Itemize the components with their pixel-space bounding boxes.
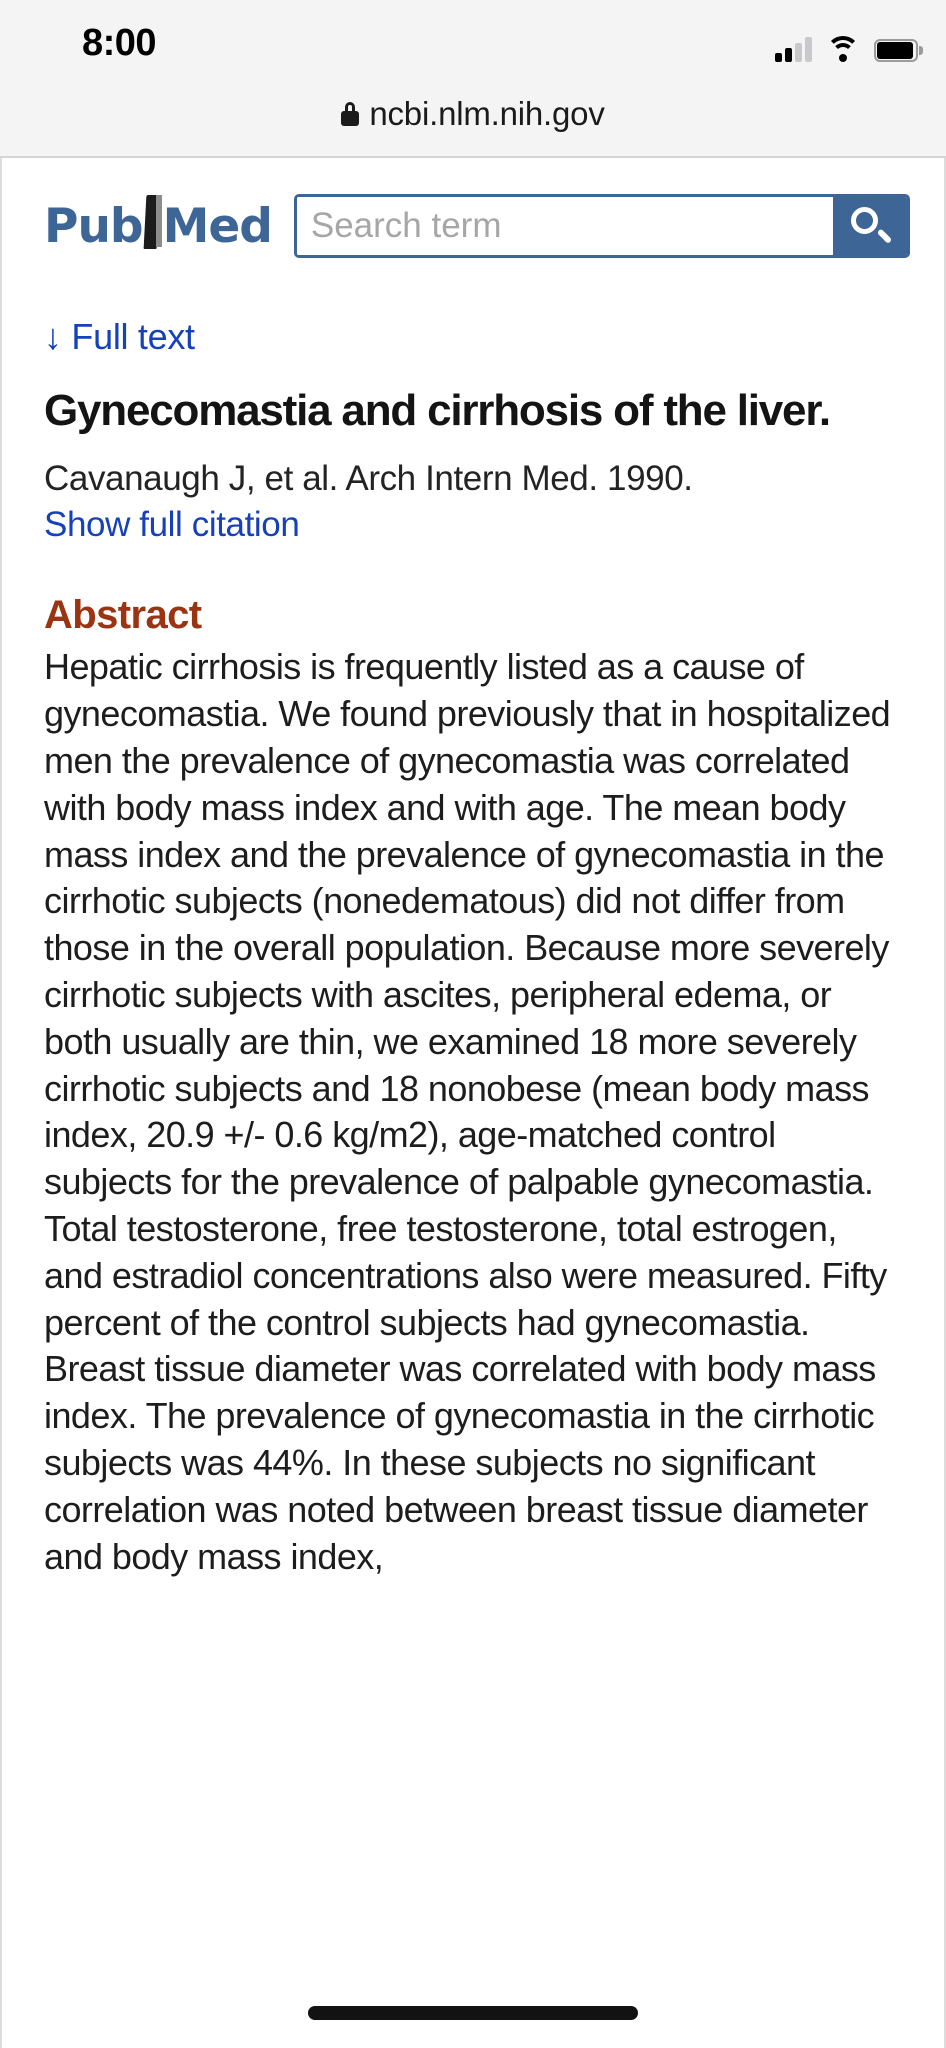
- battery-icon: [874, 39, 923, 62]
- status-bar-indicators: [775, 28, 923, 62]
- search-button[interactable]: [833, 197, 907, 255]
- pubmed-logo[interactable]: Pub Med: [44, 195, 273, 255]
- cellular-signal-icon: [775, 36, 812, 62]
- search-input[interactable]: [296, 197, 833, 255]
- abstract-heading: Abstract: [44, 593, 202, 638]
- address-bar-url: ncbi.nlm.nih.gov: [369, 95, 605, 132]
- address-bar[interactable]: ncbi.nlm.nih.gov: [0, 78, 946, 150]
- webpage-content: Pub Med ↓ Full text Gynecomastia and cir…: [0, 158, 946, 2048]
- book-icon: [139, 195, 165, 251]
- status-bar: 8:00: [0, 0, 946, 78]
- wifi-icon: [826, 36, 860, 62]
- pubmed-logo-text-left: Pub: [44, 198, 144, 254]
- padlock-icon: [341, 102, 360, 126]
- article-title: Gynecomastia and cirrhosis of the liver.: [44, 386, 831, 435]
- article-container: ↓ Full text Gynecomastia and cirrhosis o…: [2, 316, 944, 1580]
- site-header: Pub Med: [2, 158, 944, 258]
- show-full-citation-link[interactable]: Show full citation: [44, 505, 300, 545]
- home-indicator[interactable]: [308, 2006, 638, 2020]
- chrome-divider: [0, 156, 946, 158]
- article-citation: Cavanaugh J, et al. Arch Intern Med. 199…: [44, 459, 693, 499]
- status-bar-clock: 8:00: [82, 22, 157, 64]
- browser-chrome: 8:00 ncbi.nlm.nih.gov: [0, 0, 946, 158]
- full-text-link[interactable]: ↓ Full text: [44, 316, 195, 357]
- search-bar[interactable]: [293, 194, 910, 258]
- search-icon: [851, 207, 893, 245]
- pubmed-logo-text-right: Med: [162, 198, 273, 254]
- abstract-text: Hepatic cirrhosis is frequently listed a…: [44, 646, 891, 1577]
